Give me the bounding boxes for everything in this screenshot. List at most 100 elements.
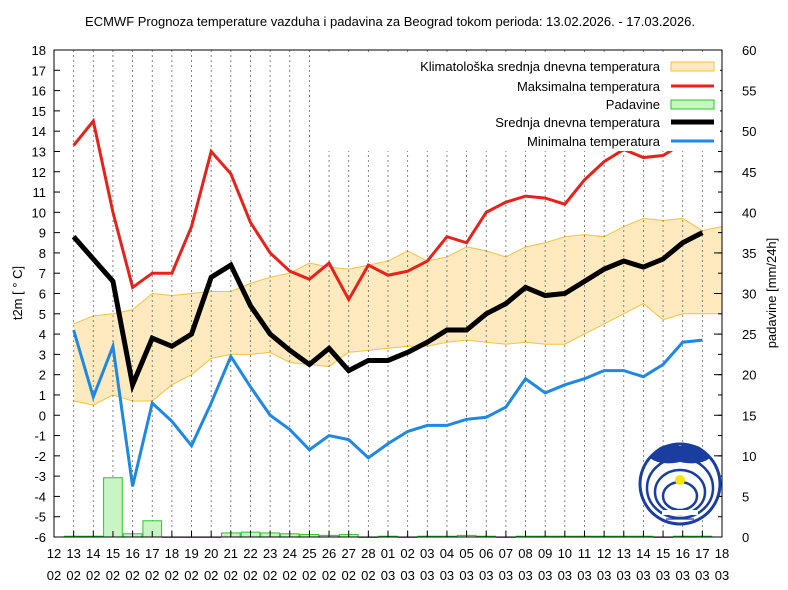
x-tick-day: 18 xyxy=(715,546,729,561)
x-tick-month: 03 xyxy=(499,568,513,583)
x-tick-month: 02 xyxy=(322,568,336,583)
y-tick-label: 18 xyxy=(32,43,46,58)
x-tick-day: 13 xyxy=(617,546,631,561)
sun-icon xyxy=(675,475,685,485)
y-tick-label: 13 xyxy=(32,144,46,159)
x-tick-day: 21 xyxy=(224,546,238,561)
y-tick-label: 2 xyxy=(39,368,46,383)
x-tick-month: 03 xyxy=(440,568,454,583)
y-tick-label: -4 xyxy=(34,489,46,504)
y-tick-label: -5 xyxy=(34,510,46,525)
x-tick-day: 22 xyxy=(243,546,257,561)
x-tick-month: 02 xyxy=(47,568,61,583)
x-tick-month: 03 xyxy=(675,568,689,583)
x-tick-day: 17 xyxy=(695,546,709,561)
x-tick-day: 17 xyxy=(145,546,159,561)
y-tick-label: 4 xyxy=(39,327,46,342)
climate-band-lower-edge xyxy=(73,303,722,406)
legend-label-mean: Srednja dnevna temperatura xyxy=(495,115,661,130)
x-tick-month: 02 xyxy=(224,568,238,583)
x-tick-day: 15 xyxy=(106,546,120,561)
x-tick-month: 02 xyxy=(86,568,100,583)
y2-tick-label: 5 xyxy=(742,489,749,504)
x-tick-month: 02 xyxy=(66,568,80,583)
x-tick-day: 15 xyxy=(656,546,670,561)
y2-tick-label: 55 xyxy=(742,84,756,99)
x-tick-day: 11 xyxy=(578,546,592,561)
legend-label-precip: Padavine xyxy=(606,97,660,112)
x-tick-month: 02 xyxy=(145,568,159,583)
x-tick-month: 02 xyxy=(341,568,355,583)
y-tick-label: 1 xyxy=(39,388,46,403)
x-tick-day: 13 xyxy=(66,546,80,561)
y-tick-label: 17 xyxy=(32,63,46,78)
x-tick-month: 03 xyxy=(715,568,729,583)
x-tick-day: 12 xyxy=(47,546,61,561)
y-tick-label: 6 xyxy=(39,287,46,302)
y2-tick-label: 35 xyxy=(742,246,756,261)
legend-swatch-precip xyxy=(670,99,715,110)
x-tick-day: 23 xyxy=(263,546,277,561)
x-tick-month: 02 xyxy=(184,568,198,583)
y-axis-right: 0 5 10 15 20 25 30 35 40 45 50 55 60 xyxy=(714,43,756,545)
x-tick-day: 08 xyxy=(518,546,532,561)
y-axis-label: t2m [ ° C] xyxy=(10,266,25,320)
y-tick-label: 12 xyxy=(32,165,46,180)
x-tick-day: 27 xyxy=(341,546,355,561)
chart-title: ECMWF Prognoza temperature vazduha i pad… xyxy=(85,14,695,29)
x-tick-day: 25 xyxy=(302,546,316,561)
y-tick-label: 7 xyxy=(39,266,46,281)
y2-tick-label: 30 xyxy=(742,287,756,302)
y2-tick-label: 0 xyxy=(742,530,749,545)
x-tick-day: 20 xyxy=(204,546,218,561)
y2-tick-label: 45 xyxy=(742,165,756,180)
y2-tick-label: 60 xyxy=(742,43,756,58)
rhmz-logo xyxy=(638,442,722,526)
x-tick-day: 02 xyxy=(400,546,414,561)
y-tick-label: 15 xyxy=(32,104,46,119)
x-tick-month: 02 xyxy=(125,568,139,583)
x-tick-day: 01 xyxy=(381,546,395,561)
y2-tick-label: 25 xyxy=(742,327,756,342)
x-tick-month: 02 xyxy=(361,568,375,583)
legend-swatch-climate xyxy=(670,61,715,72)
x-axis: 12 02 13 02 14 02 15 02 16 02 17 02 18 02 19 02 20 02 21 02… xyxy=(47,531,729,583)
x-tick-day: 16 xyxy=(125,546,139,561)
x-tick-day: 04 xyxy=(440,546,454,561)
x-tick-month: 02 xyxy=(263,568,277,583)
legend: Klimatološka srednja dnevna temperatura … xyxy=(316,55,720,151)
x-tick-month: 03 xyxy=(617,568,631,583)
max-temperature-line xyxy=(72,116,704,303)
y-tick-label: 10 xyxy=(32,205,46,220)
climate-band-layer xyxy=(73,217,723,406)
x-tick-month: 03 xyxy=(420,568,434,583)
x-tick-day: 19 xyxy=(184,546,198,561)
x-tick-day: 12 xyxy=(597,546,611,561)
precipitation-bar xyxy=(103,477,123,538)
x-tick-month: 03 xyxy=(695,568,709,583)
x-tick-day: 07 xyxy=(499,546,513,561)
y-tick-label: 3 xyxy=(39,347,46,362)
x-tick-day: 28 xyxy=(361,546,375,561)
y-tick-label: -6 xyxy=(34,530,46,545)
y-tick-label: -2 xyxy=(34,449,46,464)
x-tick-month: 03 xyxy=(400,568,414,583)
y-tick-label: 11 xyxy=(33,185,47,200)
y2-tick-label: 20 xyxy=(742,368,756,383)
x-tick-day: 06 xyxy=(479,546,493,561)
x-tick-day: 03 xyxy=(420,546,434,561)
x-tick-day: 16 xyxy=(675,546,689,561)
y-tick-label: 16 xyxy=(32,84,46,99)
x-tick-month: 03 xyxy=(538,568,552,583)
mean-temperature-line xyxy=(71,230,704,394)
y-tick-label: 5 xyxy=(39,307,46,322)
x-tick-month: 03 xyxy=(636,568,650,583)
x-tick-month: 02 xyxy=(302,568,316,583)
x-tick-day: 24 xyxy=(283,546,297,561)
y2-tick-label: 10 xyxy=(742,449,756,464)
legend-label-min: Minimalna temperatura xyxy=(527,134,661,149)
climate-band-upper-edge xyxy=(73,217,723,325)
x-tick-month: 02 xyxy=(243,568,257,583)
